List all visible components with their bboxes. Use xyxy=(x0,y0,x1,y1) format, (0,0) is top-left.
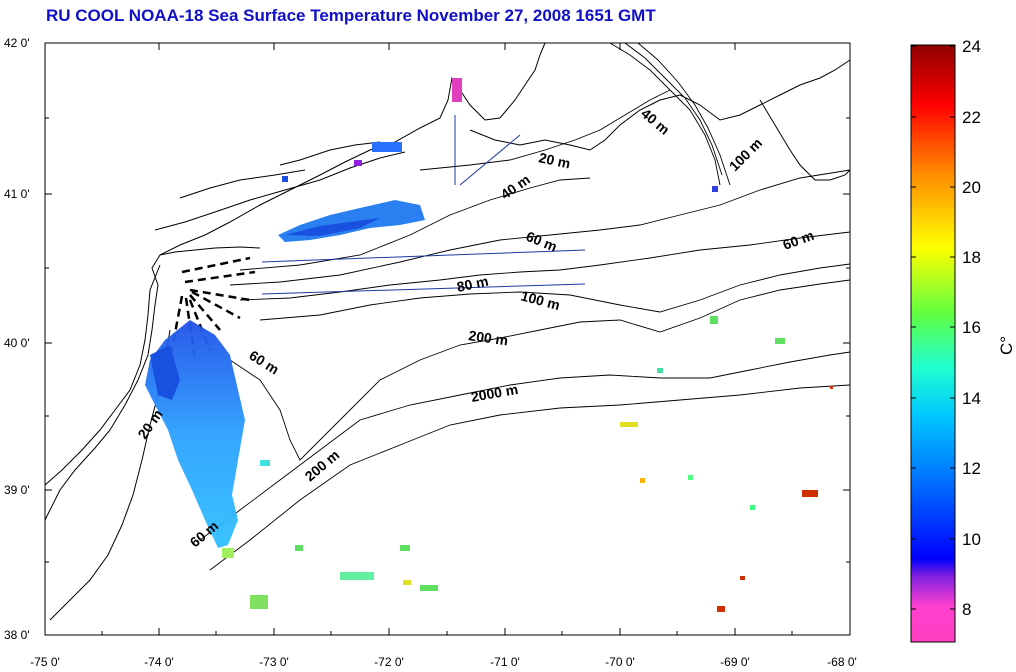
x-tick-73: -73 0' xyxy=(259,43,289,669)
x-tick-label: -71 0' xyxy=(490,655,520,669)
colorbar-tick-label: 12 xyxy=(962,459,981,478)
colorbar-tick-label: 10 xyxy=(962,530,981,549)
x-tick-label: -72 0' xyxy=(374,655,404,669)
y-tick-label: 41 0' xyxy=(4,187,30,201)
y-tick-label: 38 0' xyxy=(4,628,30,642)
y-tick-41: 41 0' xyxy=(4,187,850,201)
x-tick-label: -68 0' xyxy=(827,655,857,669)
y-tick-label: 40 0' xyxy=(4,336,30,350)
depth-label-80m: 80 m xyxy=(455,273,490,295)
map-title: RU COOL NOAA-18 Sea Surface Temperature … xyxy=(46,6,656,25)
x-tick-label: -69 0' xyxy=(720,655,750,669)
colorbar: 24 22 20 18 16 14 12 10 8 C° xyxy=(910,37,1016,643)
colorbar-gradient xyxy=(910,44,956,643)
colorbar-unit: C° xyxy=(997,336,1016,355)
sst-patch-narragansett xyxy=(452,78,462,102)
x-tick-label: -73 0' xyxy=(259,655,289,669)
sst-swaths xyxy=(145,78,833,612)
x-tick-69: -69 0' xyxy=(720,43,750,669)
colorbar-tick-label: 24 xyxy=(962,37,981,56)
x-tick-68: -68 0' xyxy=(827,43,857,669)
colorbar-tick-label: 20 xyxy=(962,178,981,197)
colorbar-tick-label: 8 xyxy=(962,600,971,619)
x-tick-75: -75 0' xyxy=(30,43,60,669)
colorbar-tick-label: 14 xyxy=(962,389,981,408)
y-tick-42: 42 0' xyxy=(4,36,850,50)
depth-label-200m: 200 m xyxy=(468,327,510,348)
map-frame xyxy=(44,42,851,636)
x-tick-label: -75 0' xyxy=(30,655,60,669)
x-axis: -75 0' -74 0' -73 0' -72 0' -71 0' -70 0… xyxy=(30,43,857,669)
x-tick-label: -74 0' xyxy=(144,655,174,669)
colorbar-tick-label: 16 xyxy=(962,318,981,337)
colorbar-tick-label: 18 xyxy=(962,248,981,267)
colorbar-tick-label: 22 xyxy=(962,108,981,127)
y-tick-38: 38 0' xyxy=(4,628,850,642)
x-tick-label: -70 0' xyxy=(605,655,635,669)
x-tick-74: -74 0' xyxy=(144,43,174,669)
y-tick-label: 42 0' xyxy=(4,36,30,50)
x-tick-72: -72 0' xyxy=(374,43,404,669)
x-tick-71: -71 0' xyxy=(490,43,520,669)
bathymetry-contours xyxy=(199,42,851,571)
satellite-tracks xyxy=(261,115,586,295)
depth-label-20m: 20 m xyxy=(537,149,572,171)
y-tick-label: 39 0' xyxy=(4,483,30,497)
coastline xyxy=(44,42,851,621)
y-axis: 42 0' 41 0' 40 0' 39 0' 38 0' xyxy=(4,36,850,642)
y-tick-40: 40 0' xyxy=(4,336,850,350)
sst-swath-nj-core xyxy=(150,345,180,400)
y-tick-39: 39 0' xyxy=(4,483,850,497)
